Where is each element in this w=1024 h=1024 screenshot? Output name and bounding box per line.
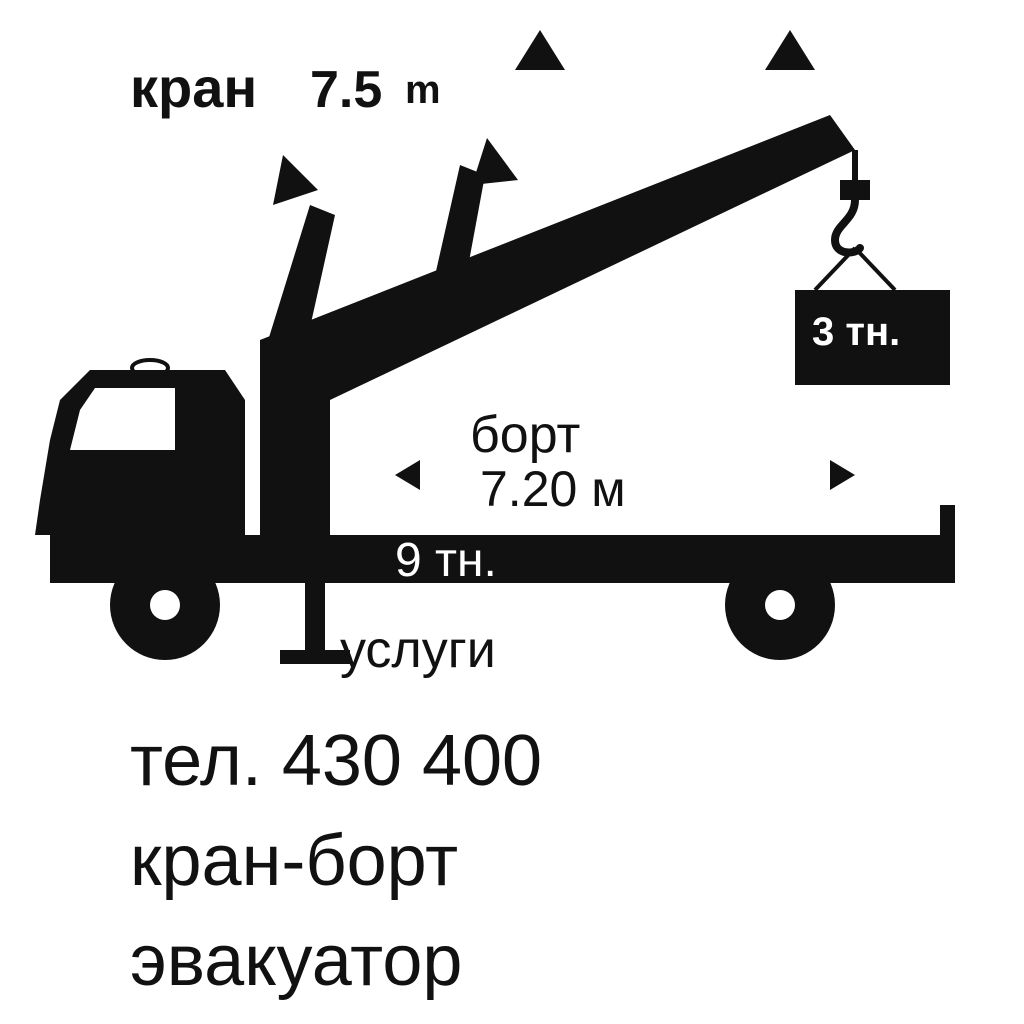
crane-base xyxy=(260,400,330,535)
deck-arrow-right-icon xyxy=(830,460,855,490)
rear-hub xyxy=(765,590,795,620)
stabilizer-leg xyxy=(305,583,325,653)
load-chain xyxy=(855,248,895,290)
deck-arrow-left-icon xyxy=(395,460,420,490)
cab-front xyxy=(35,400,60,535)
deck-length-value: 7.20 м xyxy=(480,460,626,518)
hook-icon xyxy=(835,200,860,253)
deck-capacity: 9 тн. xyxy=(395,533,497,588)
deck-label: борт xyxy=(470,405,580,465)
crane-length-value: 7.5 xyxy=(310,60,382,120)
load-capacity: 3 тн. xyxy=(812,310,900,355)
services-label: услуги xyxy=(340,620,496,680)
boom-arrow-icon xyxy=(472,138,518,185)
boom-arrow-icon xyxy=(515,30,565,70)
deck-end-post xyxy=(940,505,955,535)
load-chain xyxy=(815,248,855,290)
service-line-1: кран-борт xyxy=(130,820,458,902)
front-hub xyxy=(150,590,180,620)
boom-arrow-icon xyxy=(273,155,318,205)
crane-length-unit: m xyxy=(405,68,441,113)
crane-label: кран xyxy=(130,55,257,120)
crane-boom xyxy=(260,115,855,400)
service-line-2: эвакуатор xyxy=(130,920,462,1002)
crane-truck-infographic: кран 7.5 m борт 7.20 м 9 тн. 3 тн. услуг… xyxy=(0,0,1024,1024)
boom-arrow-icon xyxy=(765,30,815,70)
phone-line: тел. 430 400 xyxy=(130,720,542,802)
